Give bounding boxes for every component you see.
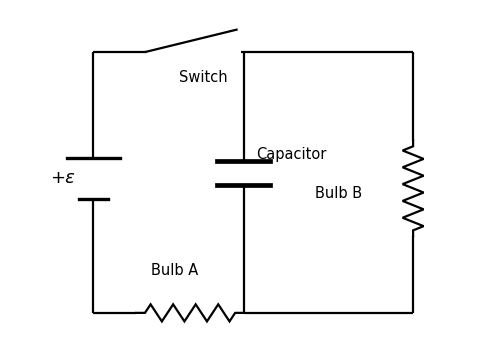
Text: Switch: Switch xyxy=(179,70,228,85)
Text: Bulb A: Bulb A xyxy=(151,263,198,278)
Text: Bulb B: Bulb B xyxy=(315,186,362,201)
Text: +ε: +ε xyxy=(51,169,76,187)
Text: Capacitor: Capacitor xyxy=(255,147,326,162)
